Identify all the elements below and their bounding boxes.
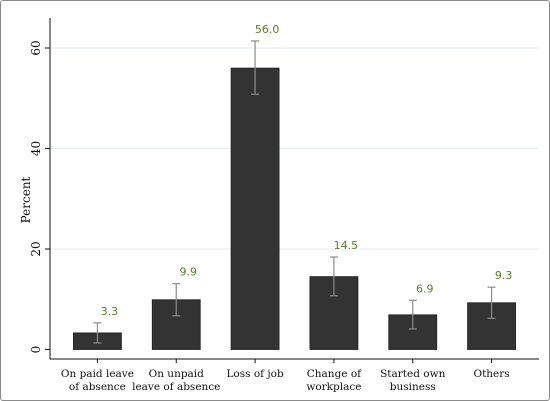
data-label: 56.0 [255,23,280,36]
y-tick-label: 0 [29,346,43,354]
x-tick-label: Change of workplace [306,368,362,393]
grid-lines [50,47,539,250]
x-tick-label: Others [473,368,509,380]
data-label: 9.3 [495,269,513,282]
error-bar [487,286,496,319]
x-tick-label: Started own business [380,368,445,393]
data-label: 14.5 [334,239,359,252]
error-bar [251,40,260,95]
data-label: 3.3 [101,305,119,318]
error-bars [93,40,496,344]
x-tick-label: Loss of job [226,368,284,380]
x-tick-label: On paid leave of absence [61,368,134,393]
y-tick-label: 60 [29,40,43,55]
y-tick-label: 20 [29,241,43,256]
data-labels: 3.3 9.9 56.0 14.5 6.9 9.3 [101,23,513,318]
bars [73,67,516,350]
error-bar [93,322,102,344]
error-bar [172,283,181,317]
error-bar [329,256,338,297]
y-axis-title: Percent [19,176,33,223]
data-label: 6.9 [416,282,434,295]
x-tick-label: On unpaid leave of absence [132,368,220,393]
y-tick-label: 40 [29,141,43,156]
error-bar [408,299,417,330]
data-label: 9.9 [180,266,198,279]
bar [230,67,280,350]
